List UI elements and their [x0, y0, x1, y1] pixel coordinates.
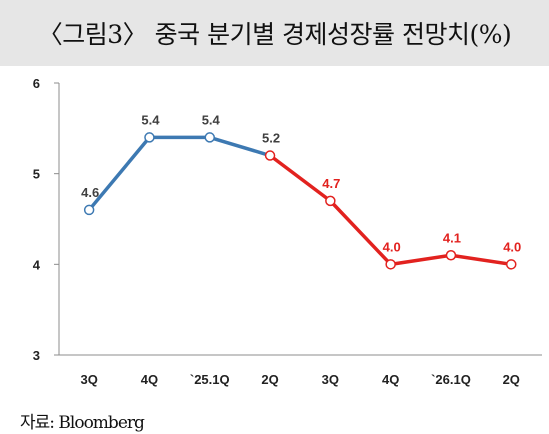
data-point: [445, 250, 457, 261]
x-tick-label: 2Q: [261, 372, 278, 387]
data-label: 4.1: [443, 230, 461, 245]
data-point: [325, 195, 336, 207]
y-tick-label: 3: [33, 348, 40, 363]
data-label: 4.6: [81, 185, 99, 200]
title-bar: 〈그림3〉 중국 분기별 경제성장률 전망치(%): [0, 0, 549, 66]
data-point: [83, 204, 95, 216]
data-label: 5.4: [141, 112, 160, 127]
series-lines: [87, 135, 513, 267]
x-tick-label: 3Q: [322, 372, 339, 387]
axes: [58, 83, 542, 356]
chart-title: 〈그림3〉 중국 분기별 경제성장률 전망치(%): [37, 20, 512, 49]
data-point: [264, 150, 276, 161]
data-point: [144, 132, 155, 143]
line-chart: 3 4 5 6 3Q 4Q `25.1Q 2Q 3Q 4Q `26.1Q 2Q 4.6 5.4 5.4 5…: [33, 76, 542, 387]
y-tick-label: 6: [33, 76, 40, 91]
data-labels: 4.6 5.4 5.4 5.2 4.7 4.0 4.1 4.0: [81, 112, 521, 254]
actual-series-line: [87, 135, 272, 212]
data-label: 4.7: [322, 176, 340, 191]
y-ticks: 3 4 5 6: [33, 76, 59, 363]
data-point: [204, 132, 215, 143]
y-tick-label: 5: [33, 167, 40, 182]
y-tick-label: 4: [33, 257, 41, 272]
data-label: 4.0: [503, 239, 521, 254]
x-tick-label: `26.1Q: [431, 372, 471, 387]
data-point: [385, 259, 396, 270]
x-tick-label: 4Q: [382, 372, 399, 387]
source-note: 자료: Bloomberg: [20, 413, 145, 433]
data-label: 5.4: [202, 112, 221, 127]
data-label: 4.0: [383, 239, 401, 254]
x-tick-label: 4Q: [141, 372, 158, 387]
data-point: [506, 259, 517, 270]
x-labels: 3Q 4Q `25.1Q 2Q 3Q 4Q `26.1Q 2Q: [80, 372, 519, 387]
series-points: [83, 132, 517, 270]
x-tick-label: 3Q: [80, 372, 97, 387]
x-tick-label: 2Q: [503, 372, 520, 387]
x-tick-label: `25.1Q: [190, 372, 230, 387]
data-label: 5.2: [262, 131, 280, 146]
